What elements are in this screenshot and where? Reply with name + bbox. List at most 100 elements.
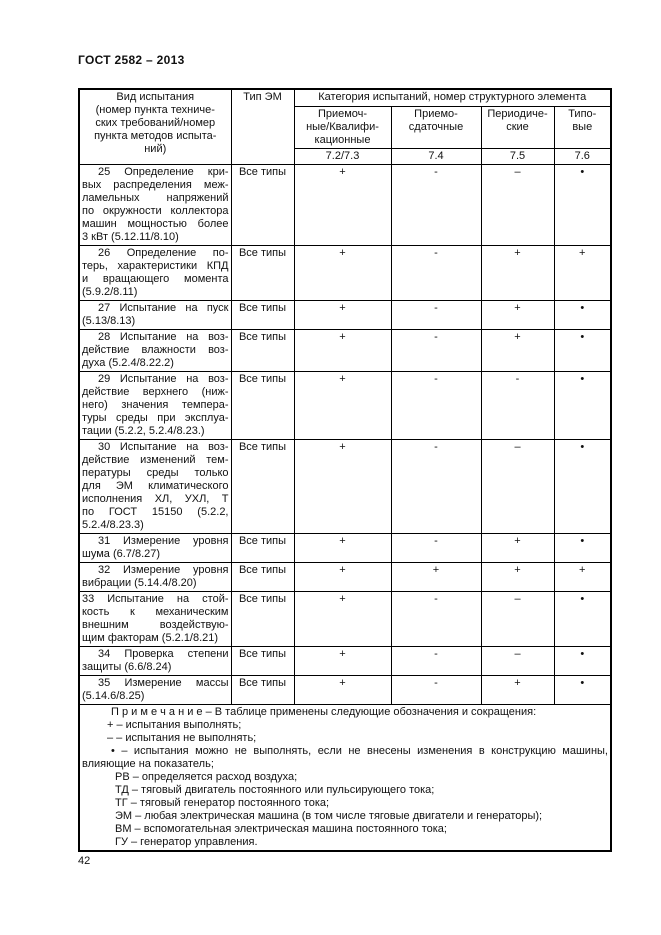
em-type-cell: Все типы <box>230 533 295 563</box>
note-bullet-legend: • – испытания можно не выполнять, если н… <box>82 745 608 770</box>
note-row: П р и м е ч а н и е – В таблице применен… <box>78 704 612 852</box>
mark-cell: • <box>553 371 612 440</box>
mark-cell: + <box>480 300 555 330</box>
em-type-cell: Все типы <box>230 164 295 246</box>
mark-cell: - <box>390 300 482 330</box>
clause-num-routine: 7.4 <box>390 148 482 165</box>
em-type-cell: Все типы <box>230 439 295 534</box>
test-name-cell: 31 Измерение уровня шума (6.7/8.27) <box>78 533 232 563</box>
em-type-cell: Все типы <box>230 675 295 705</box>
mark-cell: + <box>480 675 555 705</box>
mark-cell: + <box>293 562 392 592</box>
test-name-cell: 35 Измерение массы (5.14.6/8.25) <box>78 675 232 705</box>
mark-cell: + <box>293 300 392 330</box>
mark-cell: • <box>553 164 612 246</box>
test-categories-table: Вид испытания (номер пункта техниче- ски… <box>78 88 612 852</box>
mark-cell: + <box>553 245 612 301</box>
mark-cell: + <box>293 591 392 647</box>
mark-cell: + <box>293 164 392 246</box>
em-type-cell: Все типы <box>230 646 295 676</box>
mark-cell: – <box>480 439 555 534</box>
col-header-acceptance: Приемоч- ные/Квалифи- кационные <box>293 106 392 149</box>
col-header-type-tests: Типо- вые <box>553 106 612 149</box>
mark-cell: • <box>553 439 612 534</box>
mark-cell: + <box>293 675 392 705</box>
table-note: П р и м е ч а н и е – В таблице применен… <box>78 704 612 852</box>
mark-cell: + <box>553 562 612 592</box>
table-row: 35 Измерение массы (5.14.6/8.25) Все типы… <box>78 675 612 705</box>
header-row-categories: Приемоч- ные/Квалифи- кационные Приемо- … <box>79 106 612 149</box>
mark-cell: - <box>390 675 482 705</box>
mark-cell: + <box>293 329 392 372</box>
note-dash-legend: – – испытания не выполнять; <box>107 732 257 744</box>
test-name-cell: 34 Проверка степени защиты (6.6/8.24) <box>78 646 232 676</box>
mark-cell: – <box>480 164 555 246</box>
standard-title: ГОСТ 2582 – 2013 <box>78 53 185 67</box>
em-type-cell: Все типы <box>230 562 295 592</box>
note-abbr-tg: ТГ – тяговый генератор постоянного тока; <box>115 797 330 809</box>
em-type-cell: Все типы <box>230 591 295 647</box>
note-abbr-gu: ГУ – генератор управления. <box>115 836 258 848</box>
col-header-test-type: Вид испытания (номер пункта техниче- ски… <box>78 88 232 165</box>
em-type-cell: Все типы <box>230 371 295 440</box>
table-row: 27 Испытание на пуск (5.13/8.13) Все типы… <box>78 300 612 330</box>
mark-cell: - <box>480 371 555 440</box>
mark-cell: + <box>390 562 482 592</box>
test-name-cell: 32 Измерение уровня вибрации (5.14.4/8.20… <box>78 562 232 592</box>
note-abbr-em: ЭМ – любая электрическая машина (в том ч… <box>115 810 543 822</box>
table-row: 26 Определение по-терь, характеристики К… <box>78 245 612 301</box>
mark-cell: + <box>480 329 555 372</box>
clause-num-type-tests: 7.6 <box>553 148 612 165</box>
mark-cell: • <box>553 533 612 563</box>
note-abbr-td: ТД – тяговый двигатель постоянного или п… <box>115 784 435 796</box>
test-name-cell: 28 Испытание на воз-действие влажности в… <box>78 329 232 372</box>
test-name-cell: 26 Определение по-терь, характеристики К… <box>78 245 232 301</box>
table-row: 33 Испытание на стой-кость к механически… <box>78 591 612 647</box>
mark-cell: + <box>480 562 555 592</box>
em-type-cell: Все типы <box>230 329 295 372</box>
clause-num-acceptance: 7.2/7.3 <box>293 148 392 165</box>
mark-cell: - <box>390 371 482 440</box>
mark-cell: - <box>390 329 482 372</box>
table-row: 29 Испытание на воз-действие верхнего (н… <box>78 371 612 440</box>
note-abbr-rv: РВ – определяется расход воздуха; <box>115 771 298 783</box>
test-name-cell: 30 Испытание на воз-действие изменений т… <box>78 439 232 534</box>
mark-cell: + <box>293 245 392 301</box>
table-row: 34 Проверка степени защиты (6.6/8.24) Все… <box>78 646 612 676</box>
mark-cell: - <box>390 591 482 647</box>
mark-cell: + <box>480 245 555 301</box>
test-name-cell: 27 Испытание на пуск (5.13/8.13) <box>78 300 232 330</box>
mark-cell: • <box>553 329 612 372</box>
mark-cell: + <box>293 533 392 563</box>
mark-cell: – <box>480 591 555 647</box>
test-name-cell: 25 Определение кри-вых распределения меж… <box>78 164 232 246</box>
col-header-category-group: Категория испытаний, номер структурного … <box>293 88 612 107</box>
page-number: 42 <box>78 855 91 867</box>
mark-cell: - <box>390 439 482 534</box>
table-row: 32 Измерение уровня вибрации (5.14.4/8.20… <box>78 562 612 592</box>
mark-cell: + <box>293 439 392 534</box>
col-header-em-type: Тип ЭМ <box>230 88 295 165</box>
mark-cell: • <box>553 591 612 647</box>
mark-cell: + <box>293 646 392 676</box>
mark-cell: – <box>480 646 555 676</box>
mark-cell: - <box>390 533 482 563</box>
mark-cell: • <box>553 675 612 705</box>
clause-num-periodic: 7.5 <box>480 148 555 165</box>
em-type-cell: Все типы <box>230 300 295 330</box>
note-intro: П р и м е ч а н и е – В таблице применен… <box>111 706 537 718</box>
mark-cell: - <box>390 164 482 246</box>
mark-cell: + <box>480 533 555 563</box>
table-row: 31 Измерение уровня шума (6.7/8.27) Все т… <box>78 533 612 563</box>
note-plus-legend: + – испытания выполнять; <box>107 719 242 731</box>
mark-cell: - <box>390 245 482 301</box>
table-row: 28 Испытание на воз-действие влажности в… <box>78 329 612 372</box>
col-header-routine: Приемо- сдаточные <box>390 106 482 149</box>
mark-cell: - <box>390 646 482 676</box>
test-name-cell: 29 Испытание на воз-действие верхнего (н… <box>78 371 232 440</box>
header-row-main: Вид испытания (номер пункта техниче- ски… <box>78 88 612 165</box>
col-header-periodic: Периодиче- ские <box>480 106 555 149</box>
table-row: 30 Испытание на воз-действие изменений т… <box>78 439 612 534</box>
mark-cell: • <box>553 646 612 676</box>
